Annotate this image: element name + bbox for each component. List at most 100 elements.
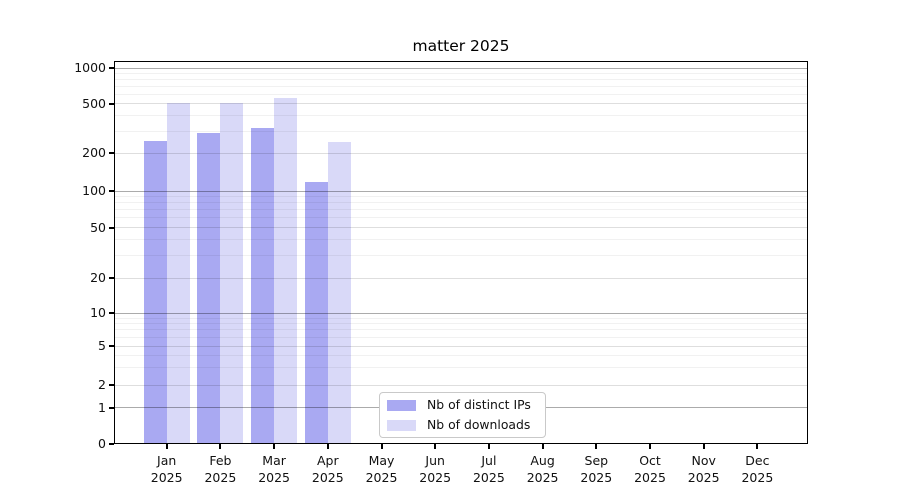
- x-tick-year: 2025: [472, 470, 505, 485]
- x-tick-label-sep: Sep 2025: [568, 452, 624, 486]
- bar-downloads-apr: [327, 141, 351, 443]
- y-grid-minor: [115, 93, 807, 95]
- x-tick-year: 2025: [150, 470, 183, 485]
- y-tick-label: 0: [98, 435, 106, 451]
- x-tick-year: 2025: [311, 470, 344, 485]
- bar-distinct-ips-feb: [197, 132, 221, 443]
- x-tick-label-nov: Nov 2025: [676, 452, 732, 486]
- y-tick-mark: [109, 67, 114, 69]
- y-grid-sub: [115, 277, 807, 279]
- legend-label-downloads: Nb of downloads: [427, 417, 531, 432]
- x-tick-label-apr: Apr 2025: [300, 452, 356, 486]
- bar-downloads-mar: [274, 97, 298, 443]
- y-grid-minor: [115, 323, 807, 325]
- x-tick-label-feb: Feb 2025: [192, 452, 248, 486]
- x-tick-label-oct: Oct 2025: [622, 452, 678, 486]
- y-grid-minor: [115, 202, 807, 204]
- y-tick-label: 20: [90, 270, 106, 285]
- y-tick-mark: [109, 277, 114, 279]
- y-grid-minor: [115, 196, 807, 198]
- x-tick-mark: [595, 444, 598, 449]
- x-tick-month: Mar: [262, 453, 286, 468]
- x-tick-month: May: [368, 453, 395, 468]
- x-tick-year: 2025: [687, 470, 720, 485]
- x-tick-year: 2025: [204, 470, 237, 485]
- x-tick-mark: [326, 444, 329, 449]
- y-grid-minor: [115, 239, 807, 241]
- y-grid-minor: [115, 130, 807, 132]
- x-tick-year: 2025: [419, 470, 452, 485]
- y-grid-minor: [115, 336, 807, 338]
- x-tick-month: Nov: [691, 453, 716, 468]
- x-tick-label-dec: Dec 2025: [729, 452, 785, 486]
- legend-item-distinct-ips: Nb of distinct IPs: [387, 397, 545, 414]
- chart-title: matter 2025: [412, 37, 510, 55]
- bar-distinct-ips-jan: [143, 140, 167, 443]
- x-tick-mark: [756, 444, 759, 449]
- y-tick-label: 2: [98, 377, 106, 392]
- x-tick-year: 2025: [526, 470, 559, 485]
- y-tick-mark: [109, 406, 114, 409]
- y-grid-sub: [115, 384, 807, 386]
- y-grid-sub: [115, 227, 807, 228]
- y-grid-minor: [115, 85, 807, 87]
- x-tick-label-aug: Aug 2025: [515, 452, 571, 486]
- y-grid-minor: [115, 78, 807, 80]
- x-tick-mark: [649, 444, 651, 449]
- y-grid-minor: [115, 329, 807, 331]
- x-tick-label-jun: Jun 2025: [407, 452, 463, 486]
- y-grid-minor: [115, 317, 807, 319]
- y-grid-major: [115, 190, 807, 192]
- legend: Nb of distinct IPs Nb of downloads: [379, 392, 546, 438]
- legend-swatch-downloads: [387, 419, 416, 431]
- x-tick-year: 2025: [634, 470, 666, 485]
- x-tick-year: 2025: [365, 470, 398, 485]
- y-grid-minor: [115, 217, 807, 219]
- y-grid-minor: [115, 255, 807, 257]
- x-tick-month: Jun: [425, 453, 445, 468]
- y-tick-label: 50: [90, 219, 106, 235]
- x-tick-label-mar: Mar 2025: [246, 452, 302, 486]
- x-tick-label-jul: Jul 2025: [461, 452, 517, 486]
- y-tick-mark: [109, 384, 114, 386]
- x-tick-mark: [219, 444, 222, 449]
- x-tick-mark: [273, 444, 276, 449]
- y-grid-minor: [115, 354, 807, 356]
- y-tick-mark: [109, 190, 114, 192]
- legend-label-distinct-ips: Nb of distinct IPs: [427, 397, 531, 412]
- y-grid-minor: [115, 367, 807, 369]
- x-tick-mark: [487, 444, 490, 449]
- plot-area: [114, 61, 808, 444]
- y-tick-mark: [109, 102, 114, 105]
- x-tick-month: Apr: [316, 453, 339, 468]
- bar-downloads-feb: [220, 102, 244, 443]
- legend-item-downloads: Nb of downloads: [387, 417, 545, 434]
- x-tick-mark: [380, 444, 383, 449]
- x-tick-month: Sep: [584, 453, 609, 468]
- x-tick-label-may: May 2025: [354, 452, 410, 486]
- x-tick-year: 2025: [741, 470, 774, 485]
- y-tick-label: 5: [98, 338, 106, 353]
- x-tick-mark: [541, 444, 544, 449]
- x-tick-mark: [165, 444, 168, 449]
- y-tick-label: 1: [98, 399, 106, 415]
- y-grid-sub: [115, 345, 807, 347]
- y-tick-label: 500: [82, 95, 106, 111]
- x-tick-month: Dec: [745, 453, 770, 468]
- y-tick-label: 100: [82, 183, 106, 198]
- legend-swatch-distinct-ips: [387, 399, 416, 411]
- y-tick-mark: [109, 226, 114, 229]
- y-tick-label: 200: [82, 145, 106, 160]
- y-tick-mark: [109, 312, 114, 314]
- y-grid-minor: [115, 209, 807, 211]
- x-tick-mark: [702, 444, 705, 449]
- y-tick-label: 1000: [74, 60, 106, 75]
- bar-downloads-jan: [166, 102, 190, 443]
- y-grid-minor: [115, 72, 807, 74]
- x-tick-mark: [434, 444, 437, 449]
- y-grid-sub: [115, 152, 807, 154]
- x-tick-month: Feb: [209, 453, 232, 468]
- y-grid-minor: [115, 115, 807, 117]
- bar-distinct-ips-apr: [304, 181, 328, 443]
